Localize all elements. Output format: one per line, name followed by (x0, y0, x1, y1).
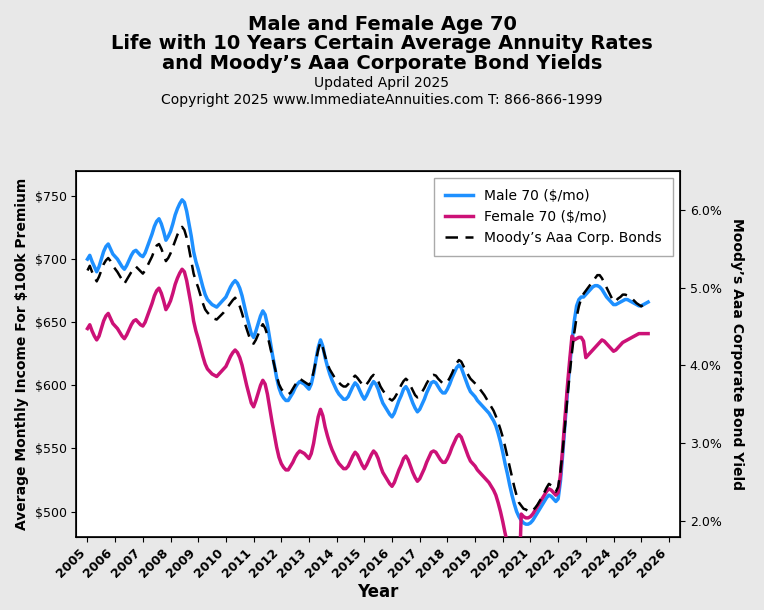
Text: Copyright 2025 www.ImmediateAnnuities.com T: 866-866-1999: Copyright 2025 www.ImmediateAnnuities.co… (161, 93, 603, 107)
Text: Male and Female Age 70: Male and Female Age 70 (248, 15, 516, 34)
Y-axis label: Moody’s Aaa Corporate Bond Yield: Moody’s Aaa Corporate Bond Yield (730, 218, 744, 490)
Y-axis label: Average Monthly Income For $100k Premium: Average Monthly Income For $100k Premium (15, 178, 29, 530)
Legend: Male 70 ($/mo), Female 70 ($/mo), Moody’s Aaa Corp. Bonds: Male 70 ($/mo), Female 70 ($/mo), Moody’… (434, 178, 673, 256)
X-axis label: Year: Year (358, 583, 399, 601)
Text: Updated April 2025: Updated April 2025 (315, 76, 449, 90)
Text: Life with 10 Years Certain Average Annuity Rates: Life with 10 Years Certain Average Annui… (111, 34, 653, 52)
Text: and Moody’s Aaa Corporate Bond Yields: and Moody’s Aaa Corporate Bond Yields (162, 54, 602, 73)
